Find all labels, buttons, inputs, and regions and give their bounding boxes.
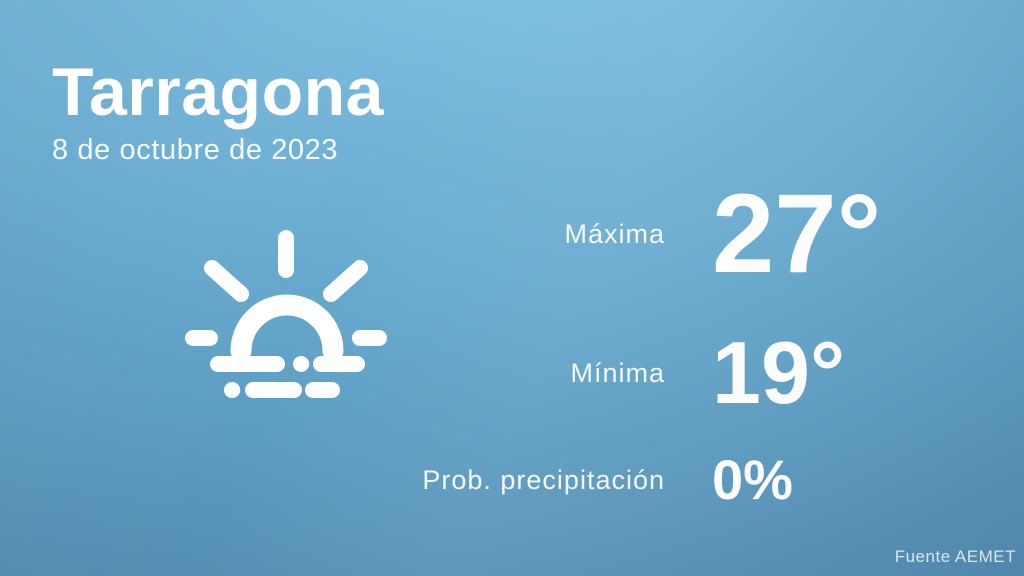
precipitation-row: Prob. precipitación 0% [360, 450, 975, 510]
min-temp-label: Mínima [570, 357, 665, 388]
city-title: Tarragona [52, 54, 384, 130]
min-temp-row: Mínima 19° [360, 310, 975, 436]
sun-ray-left [204, 260, 249, 302]
max-temp-label: Máxima [564, 218, 665, 249]
date-subtitle: 8 de octubre de 2023 [52, 134, 339, 166]
precipitation-value: 0% [712, 448, 793, 511]
header: Tarragona 8 de octubre de 2023 [52, 58, 384, 167]
sun-ray-right [323, 260, 368, 302]
max-temp-row: Máxima 27° [360, 156, 975, 312]
sun-arc [230, 294, 344, 362]
source-attribution: Fuente AEMET [894, 547, 1016, 566]
sun-haze-icon [185, 230, 387, 398]
precipitation-label: Prob. precipitación [422, 464, 665, 495]
min-temp-value: 19° [712, 323, 846, 422]
max-temp-value: 27° [712, 171, 882, 296]
